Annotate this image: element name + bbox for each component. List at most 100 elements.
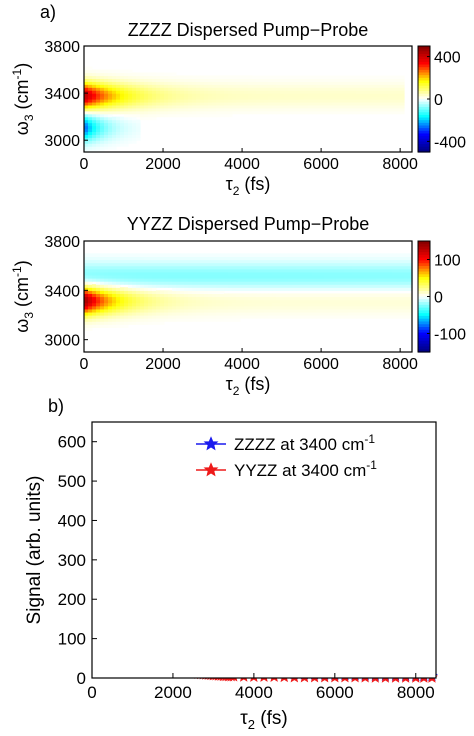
heatmap-cell (228, 259, 233, 264)
heatmap-cell (400, 259, 405, 264)
heatmap-cell (184, 278, 189, 282)
heatmap-cell (288, 281, 293, 285)
heatmap-cell (364, 84, 369, 88)
heatmap-cell (112, 101, 117, 106)
heatmap-cell (268, 96, 273, 100)
heatmap-cell (320, 90, 325, 94)
heatmap-cell (352, 104, 357, 109)
heatmap-cell (232, 99, 237, 103)
heatmap-cell (112, 69, 117, 74)
heatmap-cell (200, 284, 205, 288)
heatmap-cell (324, 293, 329, 298)
heatmap-cell (244, 87, 249, 91)
heatmap-cell (116, 259, 121, 264)
heatmap-cell (84, 104, 89, 109)
heatmap-cell (328, 81, 333, 85)
heatmap-cell (100, 265, 105, 270)
heatmap-cell (144, 104, 149, 109)
heatmap-cell (344, 87, 349, 91)
heatmap-cell (244, 78, 249, 82)
heatmap-cell (260, 311, 265, 316)
heatmap-cell (276, 90, 281, 94)
heatmap-cell (108, 274, 113, 279)
heatmap-cell (280, 311, 285, 316)
heatmap-cell (92, 299, 97, 304)
heatmap-cell (276, 265, 281, 270)
heatmap-cell (276, 81, 281, 85)
heatmap-cell (180, 99, 185, 103)
heatmap-cell (300, 296, 305, 301)
heatmap-cell (140, 72, 145, 77)
heatmap-cell (396, 281, 401, 285)
heatmap-cell (148, 96, 153, 100)
heatmap-cell (352, 287, 357, 291)
heatmap-cell (360, 293, 365, 298)
heatmap-cell (300, 96, 305, 100)
heatmap-cell (180, 87, 185, 91)
heatmap-cell (140, 321, 145, 325)
heatmap-cell (112, 116, 117, 121)
heatmap-cell (128, 308, 133, 313)
heatmap-cell (236, 81, 241, 85)
heatmap-cell (112, 122, 117, 127)
heatmap-cell (324, 268, 329, 273)
heatmap-cell (344, 81, 349, 85)
heatmap-cell (84, 113, 89, 118)
heatmap-cell (344, 75, 349, 79)
heatmap-cell (140, 113, 145, 118)
heatmap-cell (88, 104, 93, 109)
heatmap-cell (92, 324, 97, 328)
heatmap-cell (252, 96, 257, 100)
heatmap-cell (268, 315, 273, 319)
heatmap-cell (388, 296, 393, 301)
heatmap-cell (264, 262, 269, 267)
heatmap-cell (144, 287, 149, 291)
heatmap-cell (200, 81, 205, 85)
heatmap-cell (152, 110, 157, 115)
heatmap-cell (92, 271, 97, 276)
heatmap-cell (312, 308, 317, 313)
heatmap-cell (232, 262, 237, 267)
heatmap-cell (164, 84, 169, 88)
heatmap-cell (176, 113, 181, 118)
heatmap-cell (320, 274, 325, 279)
heatmap-cell (96, 146, 101, 150)
heatmap-cell (212, 78, 217, 82)
heatmap-cell (380, 281, 385, 285)
heatmap-cell (220, 259, 225, 264)
heatmap-cell (288, 274, 293, 279)
heatmap-cell (116, 69, 121, 74)
heatmap-cell (360, 87, 365, 91)
colorbar-segment (418, 64, 430, 68)
heatmap-cell (388, 284, 393, 288)
heatmap-cell (120, 274, 125, 279)
heatmap-cell (292, 75, 297, 79)
heatmap-cell (204, 104, 209, 109)
y-axis-label: ω3 (cm-1) (10, 260, 36, 332)
heatmap-cell (332, 93, 337, 97)
heatmap-cell (124, 134, 129, 138)
heatmap-cell (176, 90, 181, 94)
heatmap-cell (388, 81, 393, 85)
heatmap-cell (408, 253, 413, 258)
heatmap-cell (248, 278, 253, 282)
heatmap-cell (188, 274, 193, 279)
heatmap-cell (276, 299, 281, 304)
heatmap-cell (112, 308, 117, 313)
heatmap-cell (376, 302, 381, 307)
heatmap-cell (92, 274, 97, 279)
heatmap-cell (316, 104, 321, 109)
heatmap-cell (396, 296, 401, 301)
heatmap-cell (160, 271, 165, 276)
heatmap-cell (84, 281, 89, 285)
heatmap-cell (136, 78, 141, 82)
heatmap-cell (120, 75, 125, 79)
heatmap-cell (312, 278, 317, 282)
heatmap-cell (160, 290, 165, 295)
heatmap-cell (280, 265, 285, 270)
heatmap-cell (124, 93, 129, 97)
heatmap-cell (280, 262, 285, 267)
heatmap-cell (316, 299, 321, 304)
heatmap-cell (120, 324, 125, 328)
heatmap-cell (104, 134, 109, 138)
